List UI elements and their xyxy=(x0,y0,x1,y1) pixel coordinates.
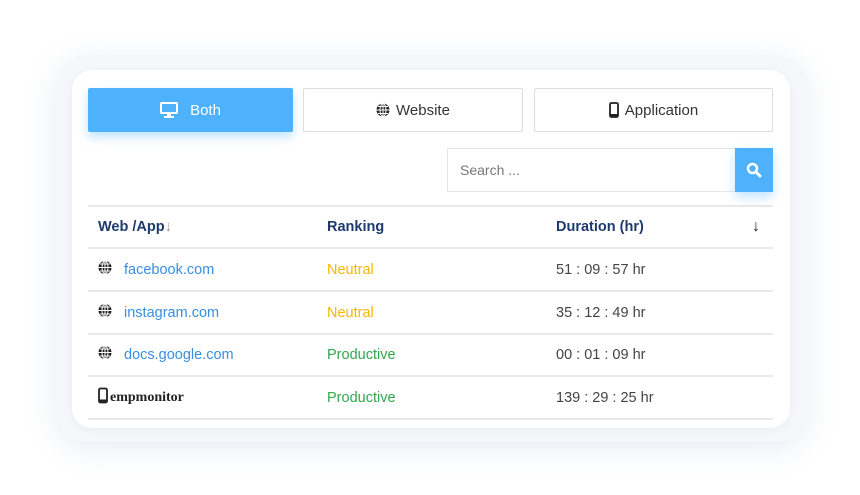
tab-both[interactable]: Both xyxy=(88,88,293,132)
site-link[interactable]: instagram.com xyxy=(124,304,220,321)
divider xyxy=(88,418,773,421)
sort-arrow-icon: ↓ xyxy=(164,219,172,235)
divider xyxy=(88,332,773,335)
divider xyxy=(88,205,773,207)
divider xyxy=(88,290,773,292)
ranking-value: Productive xyxy=(327,390,396,407)
globe-icon xyxy=(98,303,112,322)
tab-label: Application xyxy=(624,101,699,119)
site-link[interactable]: docs.google.com xyxy=(124,347,234,364)
divider xyxy=(88,247,773,249)
mobile-icon xyxy=(608,102,619,118)
tab-label: Both xyxy=(190,101,221,119)
monitor-icon xyxy=(160,102,179,118)
search-input[interactable] xyxy=(447,148,736,192)
mobile-icon xyxy=(98,387,108,409)
ranking-value: Neutral xyxy=(327,262,374,278)
duration-value: 00 : 01 : 09 hr xyxy=(556,347,646,364)
tab-label: Website xyxy=(396,101,450,119)
header-web-app[interactable]: Web /App↓ xyxy=(98,219,172,235)
tab-website[interactable]: Website xyxy=(303,88,523,132)
header-ranking[interactable]: Ranking xyxy=(327,219,385,235)
sort-arrow-icon[interactable]: ↓ xyxy=(752,218,760,235)
duration-value: 51 : 09 : 57 hr xyxy=(556,262,646,278)
globe-icon xyxy=(98,345,112,365)
divider xyxy=(88,375,773,378)
duration-value: 139 : 29 : 25 hr xyxy=(556,390,654,407)
globe-icon xyxy=(376,103,390,117)
header-duration[interactable]: Duration (hr) xyxy=(556,219,644,235)
ranking-value: Productive xyxy=(327,347,396,364)
globe-icon xyxy=(98,260,112,280)
ranking-value: Neutral xyxy=(327,304,374,321)
duration-value: 35 : 12 : 49 hr xyxy=(556,304,646,321)
app-name: empmonitor xyxy=(110,390,184,406)
site-link[interactable]: facebook.com xyxy=(124,262,215,278)
tab-application[interactable]: Application xyxy=(534,88,773,132)
search-icon xyxy=(746,162,762,178)
header-label: Web /App xyxy=(98,219,165,235)
search-button[interactable] xyxy=(735,148,773,192)
